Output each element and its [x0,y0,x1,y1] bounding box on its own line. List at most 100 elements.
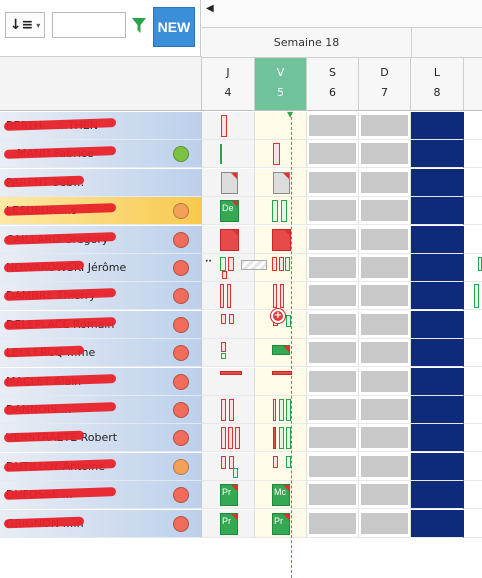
event-block[interactable]: Pr [272,513,290,535]
event-block[interactable] [229,314,234,324]
day-cell[interactable] [255,140,307,169]
day-cell[interactable] [464,509,482,538]
day-cell[interactable] [464,481,482,510]
day-cell[interactable] [307,509,359,538]
event-block[interactable] [221,399,226,421]
employee-name-cell[interactable]: NOWAKOWSKI Jérôme [0,254,202,282]
day-cell[interactable] [411,367,464,396]
event-block[interactable] [221,342,226,352]
day-header-j[interactable]: J 4 [202,58,255,111]
event-block[interactable] [228,427,233,449]
employee-name-cell[interactable]: DUFOSSE … [0,481,202,510]
day-cell[interactable] [411,396,464,424]
day-cell[interactable] [307,225,359,254]
day-cell[interactable] [202,452,255,481]
day-cell[interactable] [464,254,482,282]
day-cell[interactable] [359,310,411,339]
day-cell[interactable] [307,367,359,396]
event-block[interactable] [285,257,290,271]
day-cell[interactable] [307,140,359,169]
day-header-d[interactable]: D 7 [359,58,411,111]
event-block[interactable] [286,399,291,421]
event-block[interactable] [229,456,234,469]
event-block[interactable] [220,257,226,271]
event-block[interactable] [286,427,291,449]
event-block[interactable] [221,115,227,137]
note-dots-icon[interactable]: ·· [205,257,212,267]
day-cell[interactable] [202,396,255,424]
day-cell[interactable] [359,254,411,282]
employee-name-cell[interactable]: BERTH… …THEN [0,112,202,140]
event-block[interactable] [220,371,242,375]
event-block[interactable] [272,371,292,375]
add-event-icon[interactable]: + [271,309,285,323]
event-block[interactable] [221,456,226,469]
day-cell[interactable] [307,197,359,226]
day-cell[interactable] [359,112,411,140]
day-header-l[interactable]: L 8 [411,58,464,111]
day-cell[interactable] [411,481,464,510]
employee-name-cell[interactable]: PARENT Seb… [0,168,202,197]
event-block[interactable] [221,353,226,359]
event-block[interactable]: De [220,200,239,222]
new-button[interactable]: NEW [153,7,195,47]
day-cell[interactable] [411,225,464,254]
employee-name-cell[interactable]: VERSTRAETE Robert [0,424,202,453]
event-block[interactable] [279,427,284,449]
day-header-v-today[interactable]: V 5 [255,58,307,111]
day-cell[interactable] [464,112,482,140]
day-cell[interactable] [464,282,482,311]
day-cell[interactable] [411,282,464,311]
event-block[interactable] [220,284,224,308]
employee-name-cell[interactable]: MACLET Alain [0,367,202,396]
employee-name-cell[interactable]: DANNOIS … [0,396,202,424]
day-cell[interactable] [307,168,359,197]
day-cell[interactable] [359,396,411,424]
day-cell[interactable] [411,452,464,481]
event-block[interactable] [272,200,278,222]
day-cell[interactable] [202,310,255,339]
event-block[interactable] [228,257,234,271]
employee-name-cell[interactable]: GRIGNON …in [0,509,202,538]
event-block[interactable] [478,257,482,271]
day-cell[interactable] [464,396,482,424]
day-cell[interactable] [359,452,411,481]
employee-name-cell[interactable]: CAILLARD Gregory [0,225,202,254]
day-cell[interactable] [202,339,255,368]
day-cell[interactable] [307,339,359,368]
event-block[interactable] [221,427,226,449]
employee-name-cell[interactable]: DELEPLACE Romain [0,310,202,339]
day-cell[interactable] [464,225,482,254]
day-header-s[interactable]: S 6 [307,58,359,111]
sort-button[interactable]: ↓≡ ▾ [5,12,45,38]
event-block[interactable] [229,399,234,421]
hatched-slot[interactable] [241,260,267,270]
event-block[interactable] [220,229,239,251]
day-cell[interactable] [359,424,411,453]
day-cell[interactable] [464,310,482,339]
event-block[interactable] [279,399,284,421]
previous-arrow-icon[interactable]: ◀ [206,3,214,14]
day-cell[interactable] [464,140,482,169]
employee-name-cell[interactable]: DAMBRE Thierry [0,282,202,311]
event-block[interactable] [272,257,277,271]
day-cell[interactable] [359,481,411,510]
day-cell[interactable] [359,509,411,538]
employee-name-cell[interactable]: LECLERCQ …me [0,339,202,368]
day-cell[interactable] [307,481,359,510]
day-cell[interactable] [307,112,359,140]
event-block[interactable] [273,172,290,194]
filter-input[interactable] [52,12,126,38]
employee-name-cell[interactable]: LESUEUR …s [0,197,202,226]
event-block[interactable] [273,399,276,421]
day-cell[interactable] [464,424,482,453]
event-block[interactable] [279,257,284,271]
day-cell[interactable] [411,424,464,453]
event-block[interactable] [235,427,240,449]
employee-name-cell[interactable]: DUTILLOY Antoine [0,452,202,481]
event-block[interactable] [273,456,278,468]
event-block[interactable] [227,284,231,308]
day-cell[interactable] [411,509,464,538]
day-cell[interactable] [411,168,464,197]
day-cell[interactable] [307,424,359,453]
